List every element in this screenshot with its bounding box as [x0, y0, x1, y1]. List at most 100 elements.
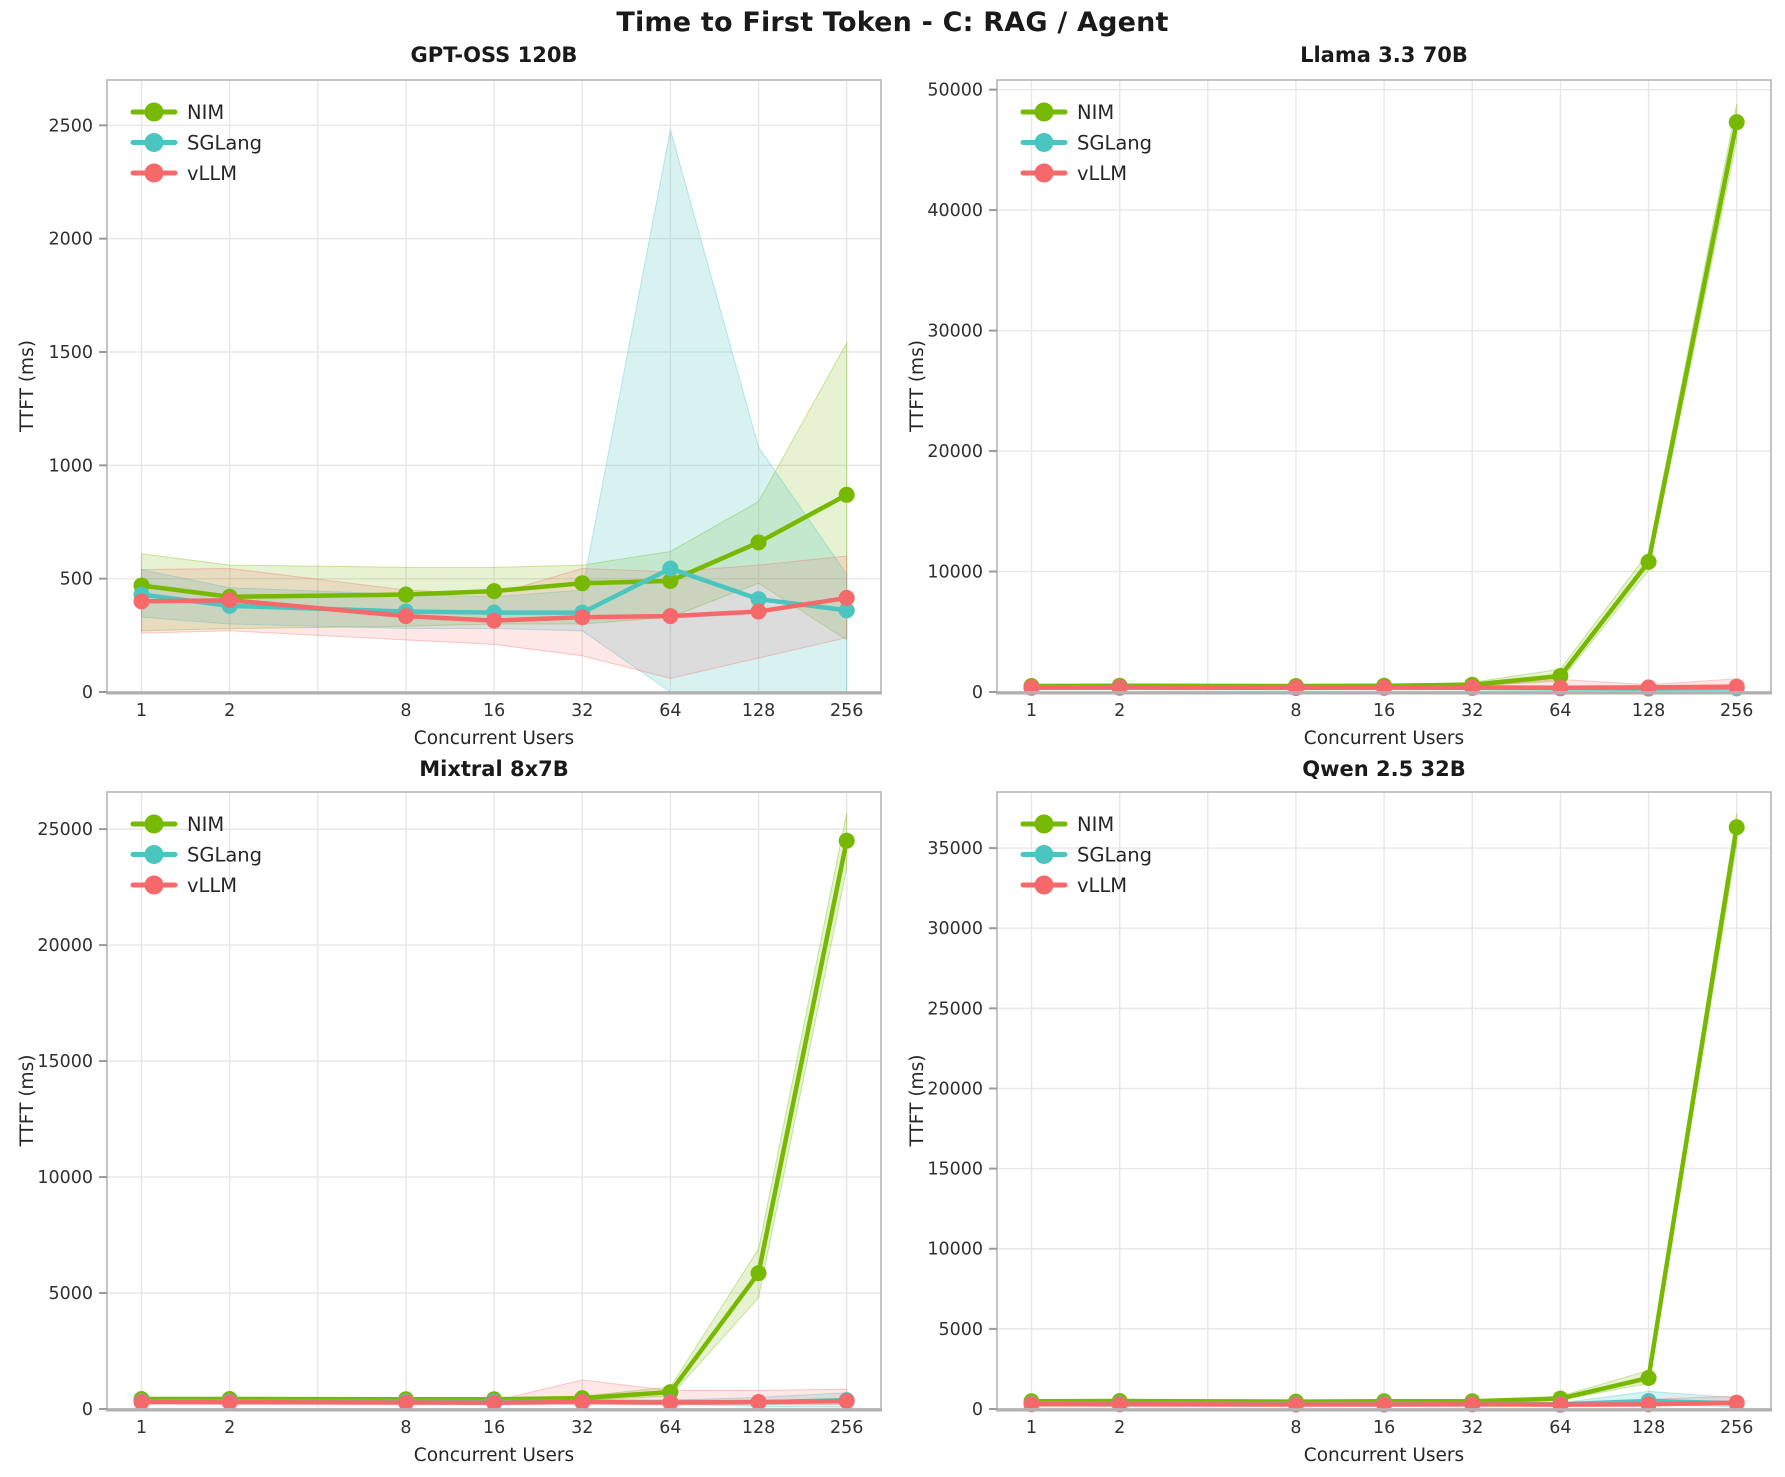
y-tick-label: 30000: [927, 322, 983, 342]
legend-label: NIM: [187, 101, 224, 124]
x-tick-label: 32: [571, 701, 593, 721]
x-tick-label: 128: [1632, 701, 1665, 721]
x-tick-label: 8: [400, 1418, 411, 1438]
legend: NIM SGLang vLLM: [130, 101, 262, 185]
legend-marker: [1034, 133, 1054, 152]
legend-marker: [144, 814, 164, 834]
NIM-line: [1029, 825, 1739, 1404]
y-tick-label: 20000: [927, 442, 983, 462]
y-tick-label: 1500: [48, 343, 93, 363]
vLLM-point: [662, 608, 679, 625]
y-tick-label: 10000: [927, 563, 983, 583]
vLLM-point: [838, 1393, 855, 1410]
NIM-point: [750, 534, 767, 551]
chart-title: Llama 3.3 70B: [1300, 43, 1468, 67]
legend-marker: [144, 163, 164, 183]
y-tick-label: 20000: [927, 1079, 983, 1099]
legend-marker: [1034, 102, 1054, 122]
legend-marker: [144, 133, 164, 152]
y-tick-label: 2000: [48, 230, 93, 250]
legend-item-sglang: SGLang: [1020, 844, 1152, 867]
vLLM-point: [397, 608, 414, 625]
vLLM-point: [574, 1394, 591, 1411]
x-tick-label: 64: [1549, 701, 1571, 721]
vLLM-point: [750, 603, 767, 620]
y-tick-label: 40000: [927, 201, 983, 221]
y-tick-label: 25000: [927, 999, 983, 1019]
NIM-point: [397, 586, 414, 603]
legend-marker: [1034, 814, 1054, 834]
y-tick-label: 0: [82, 683, 93, 703]
NIM-point: [838, 832, 855, 849]
x-tick-label: 2: [224, 1418, 235, 1438]
x-tick-label: 64: [659, 701, 681, 721]
NIM-point: [574, 575, 591, 592]
x-tick-label: 32: [1461, 701, 1483, 721]
x-tick-label: 1: [1026, 1418, 1037, 1438]
y-axis-label: TTFT (ms): [17, 340, 38, 433]
x-tick-label: 32: [571, 1418, 593, 1438]
legend-label: NIM: [1077, 101, 1114, 124]
x-tick-label: 16: [483, 1418, 505, 1438]
figure-suptitle: Time to First Token - C: RAG / Agent: [616, 7, 1169, 38]
legend-label: SGLang: [1077, 132, 1152, 155]
chart-title: GPT-OSS 120B: [411, 43, 578, 67]
legend-marker: [144, 845, 164, 864]
legend-label: vLLM: [187, 874, 237, 897]
x-tick-label: 64: [659, 1418, 681, 1438]
NIM-point: [1640, 553, 1657, 570]
legend-item-vllm: vLLM: [1020, 162, 1127, 185]
x-tick-label: 128: [742, 701, 775, 721]
NIM-point: [1640, 1369, 1657, 1386]
legend-item-vllm: vLLM: [130, 162, 237, 185]
x-tick-label: 32: [1461, 1418, 1483, 1438]
legend-marker: [1034, 875, 1054, 895]
vLLM-line: [139, 595, 849, 623]
y-tick-label: 15000: [927, 1160, 983, 1180]
y-tick-label: 50000: [927, 81, 983, 101]
x-tick-label: 2: [224, 701, 235, 721]
SGLang-line: [139, 566, 849, 615]
y-tick-label: 0: [82, 1400, 93, 1420]
vLLM-point: [1728, 678, 1745, 695]
x-tick-label: 256: [830, 701, 863, 721]
legend-label: SGLang: [187, 844, 262, 867]
legend-item-vllm: vLLM: [1020, 874, 1127, 897]
y-tick-label: 25000: [37, 820, 93, 840]
chart-title: Qwen 2.5 32B: [1302, 757, 1466, 781]
vLLM-point: [221, 592, 238, 609]
x-tick-label: 2: [1114, 701, 1125, 721]
NIM-point: [1552, 667, 1569, 684]
legend: NIM SGLang vLLM: [1020, 813, 1152, 897]
NIM-point: [750, 1265, 767, 1282]
vLLM-line: [1029, 1400, 1739, 1407]
NIM-point: [1728, 114, 1745, 131]
y-tick-label: 10000: [37, 1168, 93, 1188]
legend-label: NIM: [1077, 813, 1114, 836]
legend-item-sglang: SGLang: [130, 844, 262, 867]
SGLang-point: [838, 602, 855, 619]
vLLM-point: [133, 1394, 150, 1411]
SGLang-point: [662, 560, 679, 577]
legend-label: vLLM: [187, 162, 237, 185]
SGLang-point: [750, 591, 767, 608]
legend-marker: [144, 102, 164, 122]
x-tick-label: 16: [1373, 1418, 1395, 1438]
legend-item-vllm: vLLM: [130, 874, 237, 897]
chart-title: Mixtral 8x7B: [419, 757, 569, 781]
legend-label: vLLM: [1077, 874, 1127, 897]
vLLM-point: [486, 1394, 503, 1411]
x-tick-label: 64: [1549, 1418, 1571, 1438]
legend-item-sglang: SGLang: [130, 132, 262, 155]
x-tick-label: 128: [1632, 1418, 1665, 1438]
vLLM-point: [1728, 1394, 1745, 1411]
x-axis-label: Concurrent Users: [1304, 728, 1464, 749]
x-tick-label: 8: [400, 701, 411, 721]
vLLM-point: [574, 609, 591, 626]
legend-label: NIM: [187, 813, 224, 836]
legend-item-sglang: SGLang: [1020, 132, 1152, 155]
